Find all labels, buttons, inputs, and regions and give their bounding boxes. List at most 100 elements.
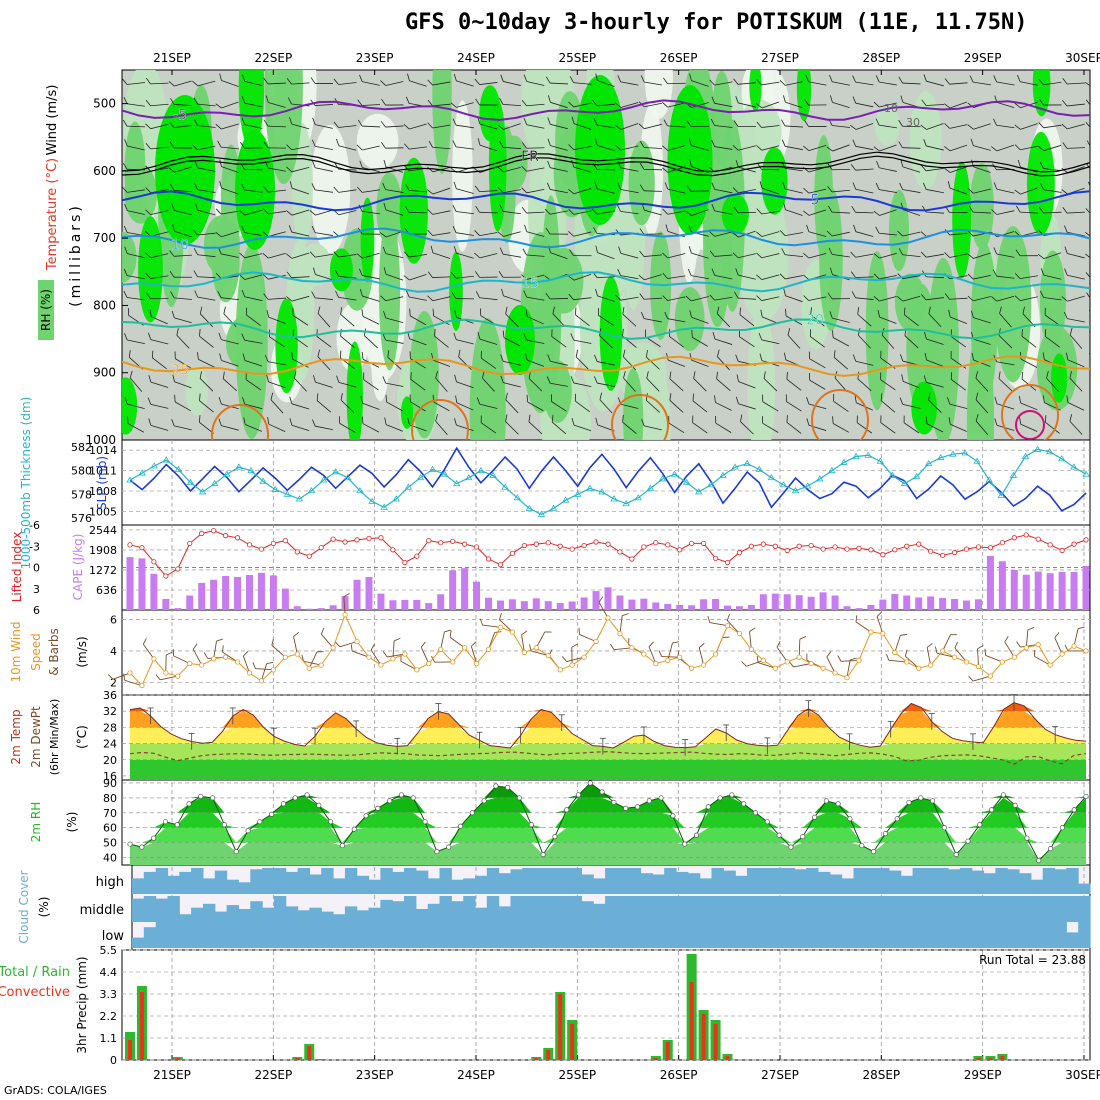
wind-barb-shaft bbox=[975, 420, 989, 436]
wind-barb-flag bbox=[1086, 292, 1090, 299]
wind-barb-shaft bbox=[268, 167, 286, 172]
wind-barb-flag bbox=[970, 138, 974, 146]
wind-barb-shaft bbox=[503, 360, 521, 366]
wind-barb-shaft bbox=[1067, 253, 1085, 259]
thickness-point bbox=[658, 475, 667, 482]
wind-barb-shaft bbox=[949, 253, 968, 258]
wind10-barb bbox=[499, 612, 513, 633]
wind10-barb-shaft bbox=[470, 646, 478, 664]
wind-barb-flag bbox=[427, 79, 433, 86]
rh-point bbox=[1036, 857, 1042, 864]
wind10-barb bbox=[1034, 649, 1051, 666]
wind-barb-shaft bbox=[692, 422, 708, 434]
wind10-barb bbox=[440, 629, 452, 650]
wind-barb-flag bbox=[497, 124, 504, 130]
wind-barb-shaft bbox=[386, 401, 403, 412]
wind10-barb bbox=[578, 627, 597, 642]
rh-fill-blob bbox=[399, 157, 428, 264]
wind-barb bbox=[263, 186, 286, 193]
wind-barb bbox=[1038, 252, 1062, 260]
wind-barb-flag bbox=[363, 372, 365, 380]
cloud-cover-bar bbox=[546, 896, 559, 922]
cloud-cover-bar bbox=[1066, 896, 1079, 922]
wind-barb-shaft bbox=[150, 146, 169, 150]
wind-barb-flag bbox=[194, 183, 198, 190]
lifted-index-point bbox=[844, 546, 850, 552]
wind-barb-flag bbox=[809, 329, 812, 337]
wind-barb-flag bbox=[967, 230, 974, 237]
wind-barb-flag bbox=[615, 102, 622, 108]
wind-barb-shaft bbox=[456, 381, 474, 389]
wind-barb bbox=[127, 416, 145, 433]
wind10-barb bbox=[350, 644, 370, 658]
wind10-barb-shaft bbox=[613, 647, 632, 651]
wind-barb bbox=[171, 203, 192, 216]
wind-barb-shaft bbox=[245, 379, 262, 391]
wind-barb bbox=[474, 78, 498, 85]
wind-barb-shaft bbox=[573, 166, 592, 173]
wind-barb-flag bbox=[170, 97, 175, 105]
wind-barb-flag bbox=[145, 99, 151, 107]
thickness-point bbox=[1082, 470, 1090, 477]
cloud-cover-bar bbox=[912, 868, 925, 894]
wind-barb-shaft bbox=[620, 123, 639, 130]
cloud-cover-bar bbox=[309, 907, 322, 922]
wind-barb-flag bbox=[873, 273, 880, 280]
wind10-barb-shaft bbox=[876, 616, 884, 634]
wind-barb-shaft bbox=[691, 252, 709, 259]
wind-barb-shaft bbox=[456, 232, 474, 236]
wind-barb-flag bbox=[521, 207, 527, 214]
thickness-tick-label: 582 bbox=[71, 441, 92, 454]
wind-barb bbox=[783, 202, 803, 216]
wind10-barb-shaft bbox=[972, 675, 991, 682]
wind-barb bbox=[222, 371, 237, 392]
wind10-point bbox=[1047, 662, 1053, 668]
wind-barb-flag bbox=[502, 330, 505, 338]
wind-barb-shaft bbox=[1093, 378, 1100, 391]
wind-barb-flag bbox=[897, 230, 903, 237]
wind-barb-flag bbox=[311, 183, 316, 191]
wind-barb-flag bbox=[262, 231, 269, 237]
wind-barb bbox=[1089, 353, 1090, 361]
wind-barb-shaft bbox=[432, 359, 451, 367]
wind-barb-flag bbox=[711, 268, 716, 276]
wind-barb-shaft bbox=[879, 81, 897, 86]
wind-barb-shaft bbox=[291, 82, 310, 85]
wind-barb bbox=[803, 295, 827, 301]
thickness-point bbox=[198, 488, 207, 495]
wind-barb-flag bbox=[593, 227, 598, 234]
wind-barb-flag bbox=[716, 371, 718, 380]
wind10-barb bbox=[301, 654, 322, 666]
wind10-barb-shaft bbox=[242, 655, 250, 674]
wind-barb-shaft bbox=[973, 296, 991, 302]
wind-barb-shaft bbox=[1091, 231, 1100, 236]
wind-barb-shaft bbox=[573, 297, 592, 301]
rh-tick-label: 50 bbox=[103, 837, 117, 850]
wind10-barb bbox=[968, 675, 991, 682]
wind-barb-flag bbox=[262, 273, 269, 280]
cloud-cover-bar bbox=[1066, 932, 1079, 948]
rh-fill-blob bbox=[449, 251, 463, 331]
wind-barb-shaft bbox=[338, 189, 357, 193]
lifted-index-point bbox=[294, 549, 300, 555]
lifted-index-point bbox=[963, 546, 970, 552]
wind10-point bbox=[258, 678, 265, 684]
wind-barb-flag bbox=[145, 187, 151, 193]
wind-barb-shaft bbox=[268, 381, 286, 389]
wind-barb-flag bbox=[435, 370, 439, 379]
wind-barb-flag bbox=[239, 210, 246, 216]
wind10-barb bbox=[788, 661, 812, 668]
cloud-cover-bar bbox=[368, 922, 381, 948]
wind-barb bbox=[944, 293, 968, 300]
lifted-index-point bbox=[868, 547, 874, 553]
wind-barb-flag bbox=[1061, 189, 1068, 195]
wind-barb-shaft bbox=[385, 81, 404, 86]
wind-barb-shaft bbox=[667, 253, 686, 259]
rh-point bbox=[139, 844, 145, 850]
wind10-point bbox=[808, 660, 814, 667]
wind-barb-shaft bbox=[294, 377, 307, 392]
wind-barb-shaft bbox=[505, 313, 519, 327]
wind10-axis-title: 10m Wind bbox=[9, 622, 23, 683]
temp-area-fill bbox=[130, 759, 1086, 780]
